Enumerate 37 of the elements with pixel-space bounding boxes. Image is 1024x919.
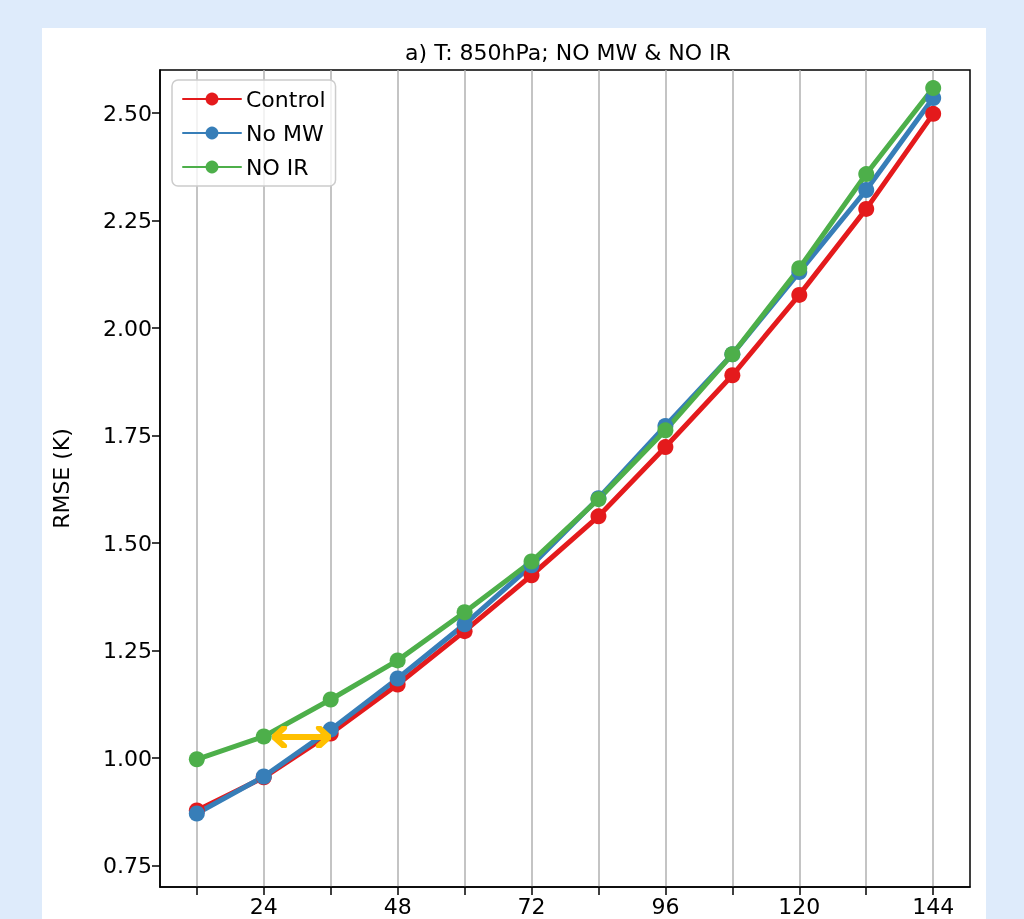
point — [925, 105, 942, 122]
point — [657, 439, 674, 456]
point — [590, 508, 607, 525]
x-tick-label: 120 — [778, 893, 821, 919]
point — [724, 367, 741, 384]
x-tick-label: 144 — [912, 893, 955, 919]
point — [858, 200, 875, 217]
y-tick-label: 1.00 — [103, 745, 152, 771]
point — [791, 286, 808, 303]
point — [791, 260, 808, 277]
y-tick-label: 1.25 — [103, 638, 152, 663]
chart-title: a) T: 850hPa; NO MW & NO IR — [405, 39, 731, 65]
x-tick-label: 48 — [383, 893, 412, 919]
y-tick-label: 2.00 — [103, 315, 152, 341]
legend-label: NO IR — [246, 154, 309, 180]
point — [322, 691, 339, 708]
y-tick-label: 1.50 — [103, 530, 152, 556]
y-tick-label: 0.75 — [103, 853, 152, 878]
point — [255, 728, 272, 745]
x-tick-label: 96 — [651, 893, 680, 919]
point — [188, 751, 205, 768]
y-axis-title: RMSE (K) — [48, 428, 74, 529]
y-tick-label: 2.25 — [103, 208, 152, 233]
point — [389, 670, 406, 687]
point — [657, 422, 674, 439]
point — [925, 80, 942, 97]
point — [858, 166, 875, 183]
point — [858, 181, 875, 198]
point — [389, 652, 406, 669]
x-tick-label: 24 — [249, 893, 278, 919]
y-tick-label: 2.50 — [103, 100, 152, 126]
legend-label: No MW — [246, 120, 324, 146]
y-tick-label: 1.75 — [103, 423, 152, 448]
legend-label: Control — [246, 86, 326, 112]
x-tick-label: 72 — [517, 893, 546, 919]
point — [523, 553, 540, 570]
point — [456, 604, 473, 621]
